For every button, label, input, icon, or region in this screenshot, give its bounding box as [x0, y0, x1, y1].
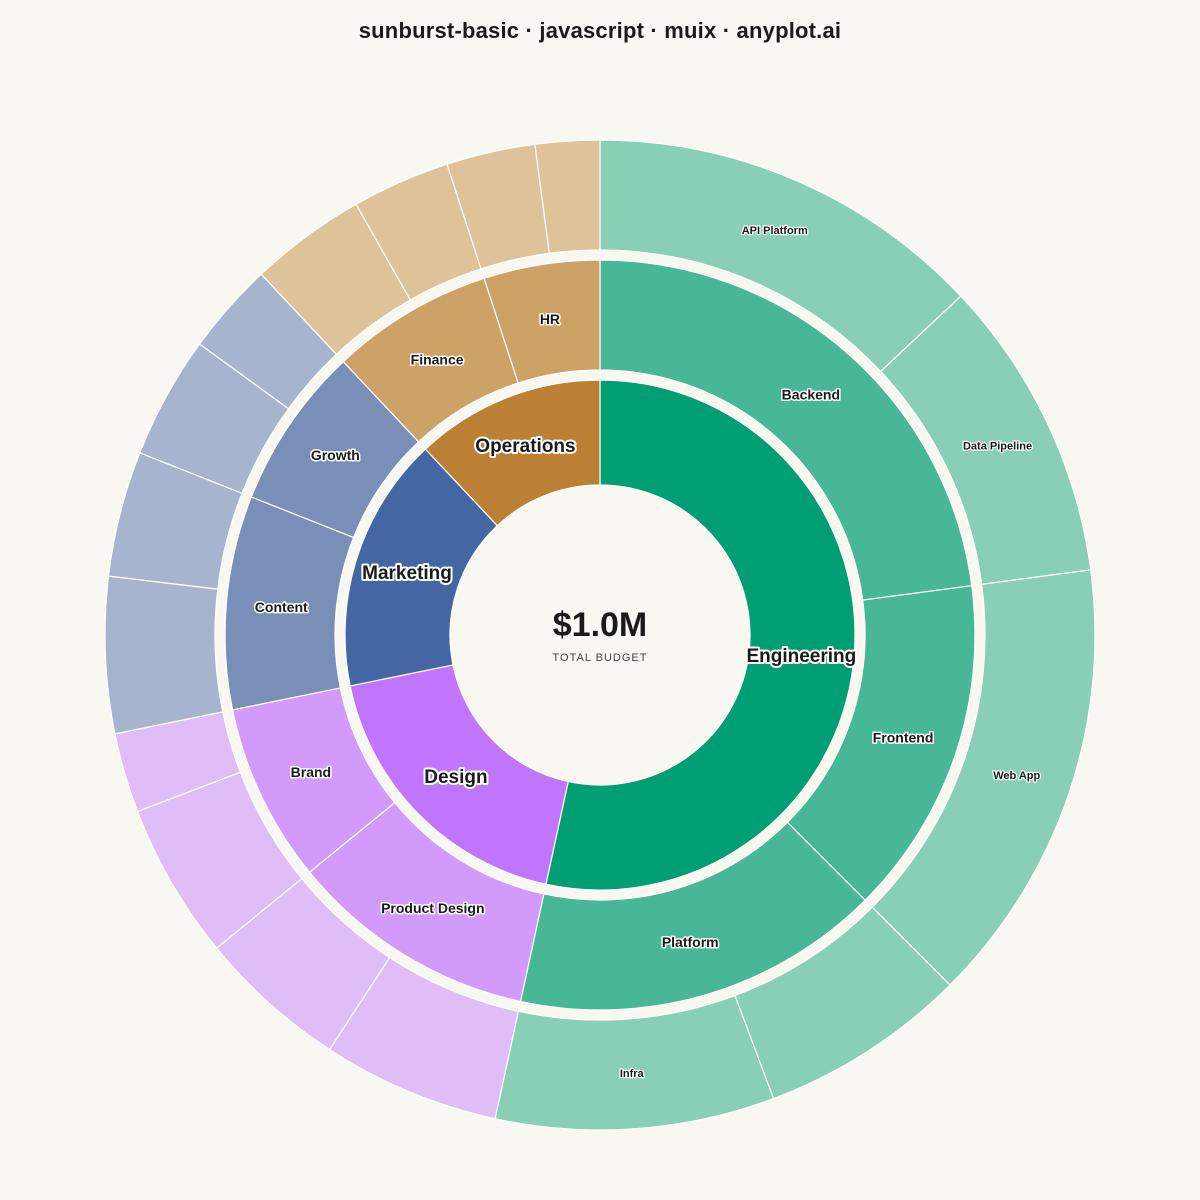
total-budget-caption: TOTAL BUDGET — [553, 652, 648, 664]
department-label-engineering: Engineering — [746, 646, 856, 667]
department-segment-engineering[interactable] — [545, 379, 856, 891]
project-segment-infra[interactable] — [494, 994, 775, 1131]
segment-labels: Engineering Backend API Platform Data Pipel… — [253, 224, 1041, 1081]
team-label-growth: Growth — [311, 447, 360, 463]
project-segment[interactable] — [104, 575, 224, 735]
team-label-content: Content — [255, 599, 308, 615]
project-label-data-pipeline: Data Pipeline — [963, 440, 1032, 452]
team-label-platform: Platform — [662, 934, 719, 950]
team-label-frontend: Frontend — [873, 730, 934, 746]
project-label-api-platform: API Platform — [742, 225, 808, 237]
project-segment[interactable] — [534, 139, 601, 255]
team-label-brand: Brand — [291, 764, 331, 780]
department-ring — [344, 379, 856, 891]
department-segment-operations[interactable] — [424, 379, 601, 527]
chart-title: sunburst-basic · javascript · muix · any… — [358, 18, 842, 43]
project-label-infra: Infra — [620, 1068, 645, 1080]
team-label-finance: Finance — [411, 352, 464, 368]
project-ring — [104, 139, 1096, 1131]
total-budget-value: $1.0M — [553, 606, 648, 644]
team-segment-backend[interactable] — [599, 259, 973, 601]
department-segment-design[interactable] — [349, 664, 569, 885]
team-label-backend: Backend — [782, 386, 840, 402]
department-label-operations: Operations — [475, 436, 575, 457]
project-label-web-app: Web App — [993, 770, 1040, 782]
team-label-product-design: Product Design — [381, 900, 484, 916]
department-segment-marketing[interactable] — [344, 448, 499, 687]
team-label-hr: HR — [540, 311, 560, 327]
department-label-design: Design — [424, 767, 487, 788]
team-ring — [224, 259, 976, 1011]
team-segment-hr[interactable] — [483, 259, 601, 384]
department-label-marketing: Marketing — [362, 563, 452, 584]
